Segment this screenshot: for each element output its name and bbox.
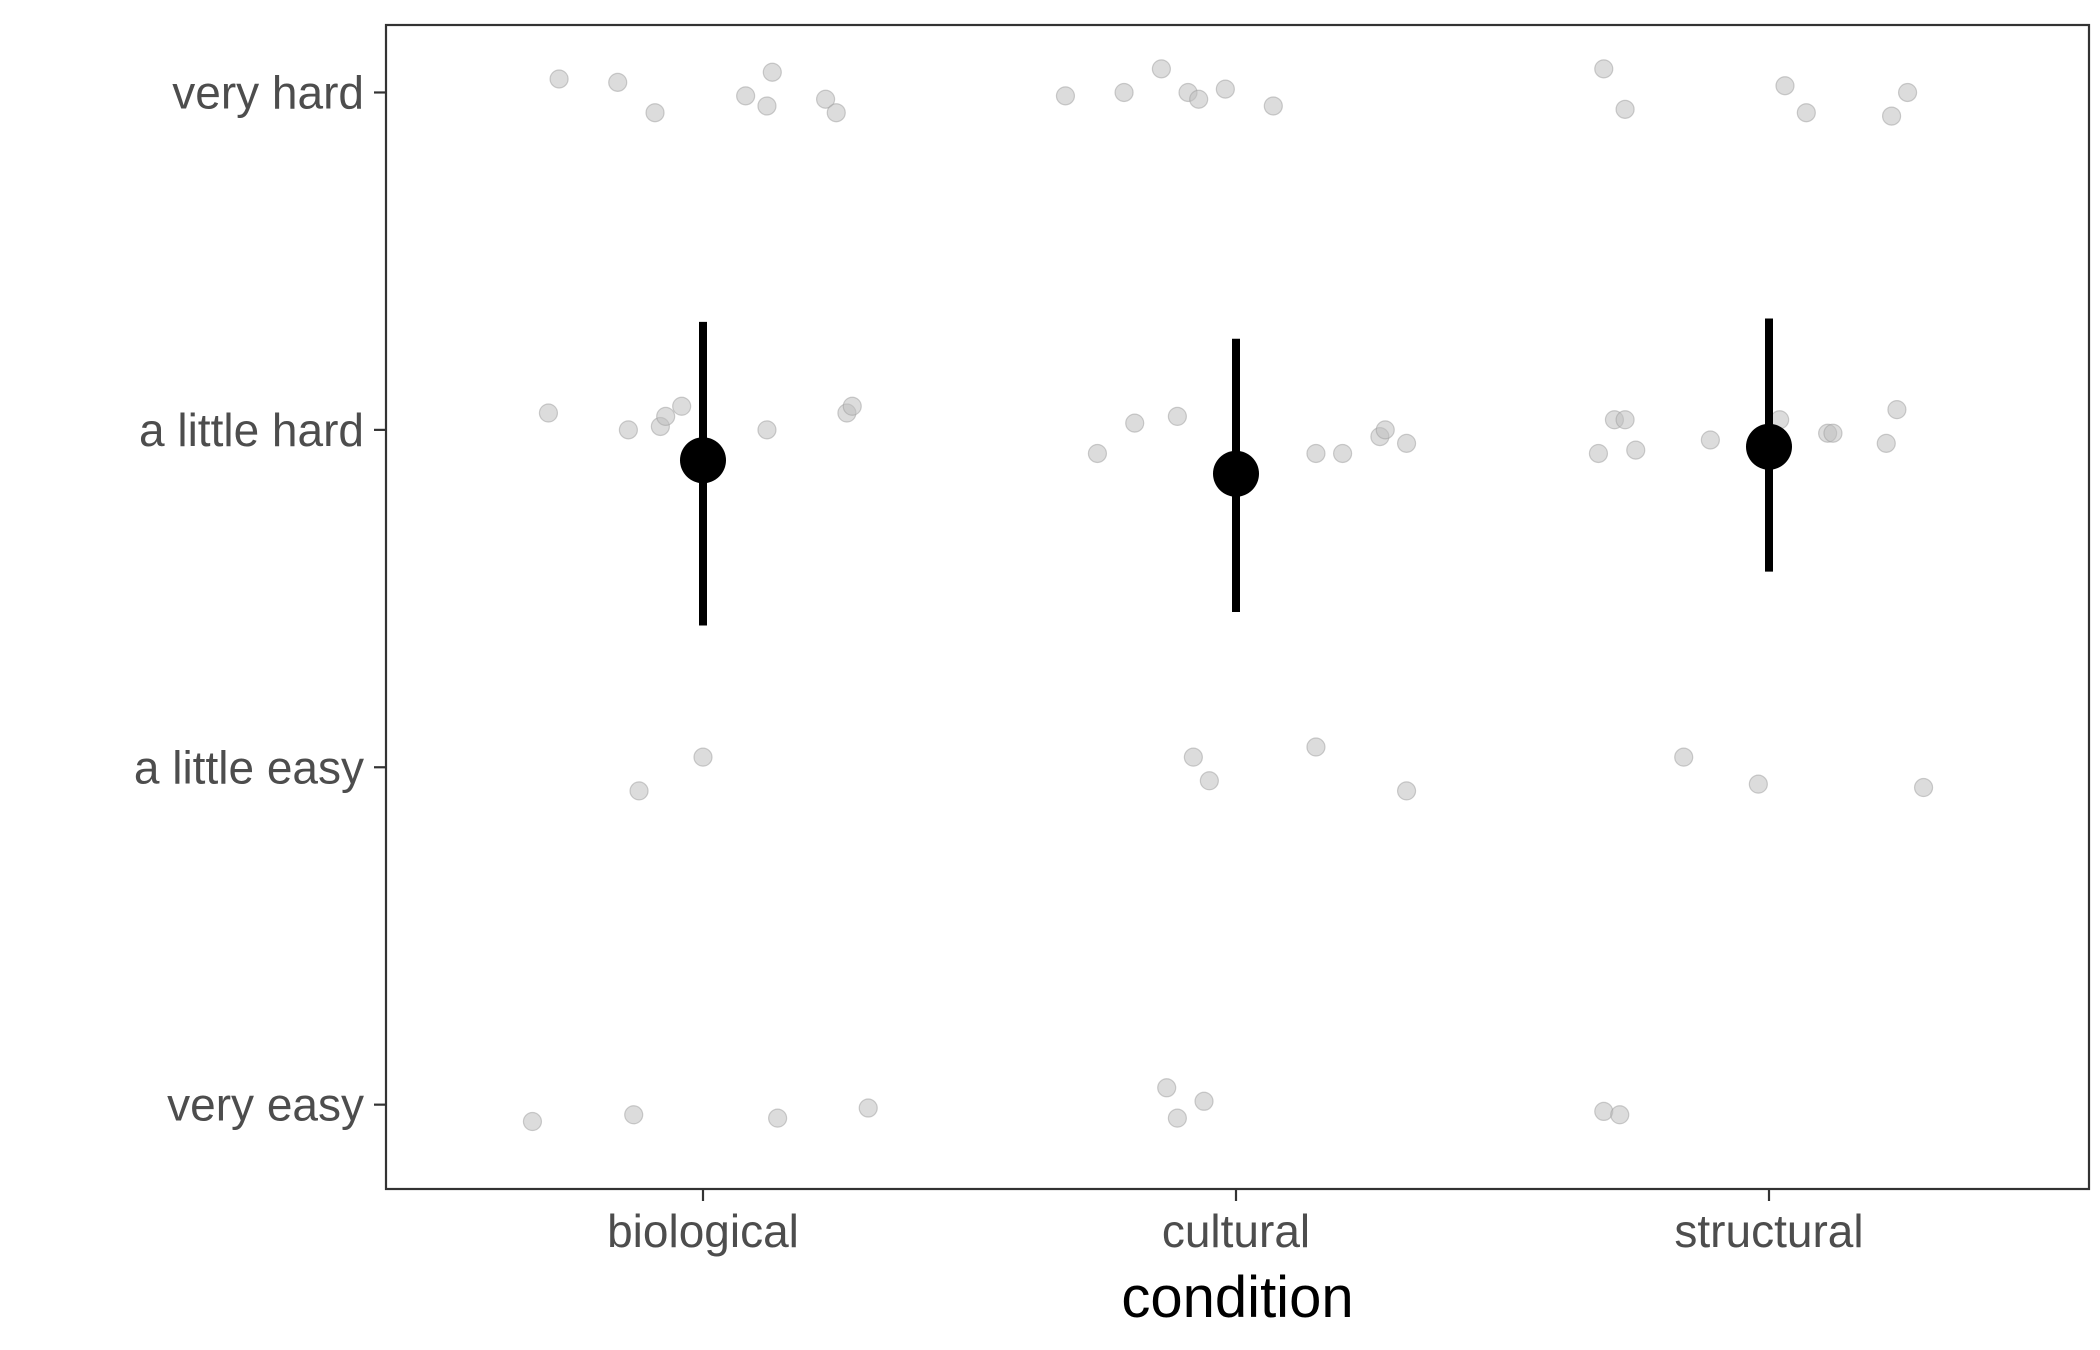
raw-point: [1588, 443, 1609, 464]
raw-point: [1615, 410, 1635, 430]
raw-point: [1396, 433, 1417, 453]
x-tick-label: biological: [607, 1205, 799, 1257]
raw-points: [522, 59, 1934, 1132]
raw-point: [1087, 443, 1108, 464]
raw-point: [1189, 89, 1209, 109]
raw-point: [1263, 96, 1283, 116]
raw-point: [815, 89, 836, 109]
raw-point: [1881, 106, 1902, 126]
raw-point: [629, 781, 649, 801]
raw-point: [1796, 103, 1816, 123]
raw-point: [736, 86, 756, 106]
raw-point: [522, 1111, 543, 1132]
raw-point: [645, 103, 665, 123]
raw-point: [693, 747, 713, 767]
raw-point: [538, 403, 559, 423]
raw-point: [1332, 443, 1353, 464]
raw-point: [1194, 1091, 1214, 1111]
y-axis: very easy a little easy a little hard very …: [134, 66, 386, 1131]
raw-point: [757, 96, 777, 116]
raw-point: [1055, 86, 1076, 106]
raw-point: [1615, 99, 1635, 119]
raw-point: [1775, 76, 1795, 96]
raw-point: [1700, 430, 1720, 450]
mean-point: [680, 437, 726, 484]
raw-point: [826, 103, 846, 123]
raw-point: [1913, 777, 1934, 798]
raw-point: [608, 72, 628, 92]
raw-point: [1626, 440, 1646, 460]
raw-point: [1167, 1108, 1187, 1128]
raw-point: [672, 396, 692, 416]
raw-point: [1114, 82, 1134, 103]
raw-point: [1157, 1078, 1177, 1098]
raw-point: [656, 406, 676, 426]
mean-point: [1746, 423, 1792, 470]
y-tick-label: a little hard: [139, 404, 364, 456]
raw-point: [1375, 420, 1395, 440]
y-tick-label: very easy: [167, 1079, 364, 1131]
raw-point: [1823, 423, 1843, 443]
raw-point: [618, 420, 638, 440]
raw-point: [549, 69, 569, 89]
raw-point: [1876, 433, 1896, 453]
raw-point: [1674, 747, 1694, 767]
x-tick-label: structural: [1674, 1205, 1863, 1257]
y-tick-label: a little easy: [134, 741, 364, 793]
x-axis: biological cultural structural: [607, 1189, 1864, 1257]
raw-point: [1215, 79, 1235, 99]
summary-points: [680, 318, 1792, 626]
raw-point: [1610, 1105, 1630, 1125]
raw-point: [762, 62, 782, 82]
raw-point: [858, 1098, 878, 1118]
raw-point: [1199, 771, 1219, 791]
raw-point: [1594, 1101, 1614, 1122]
raw-point: [1125, 413, 1145, 433]
raw-point: [1748, 774, 1768, 794]
mean-point: [1213, 450, 1259, 497]
raw-point: [1151, 59, 1171, 79]
raw-point: [1897, 82, 1918, 103]
raw-point: [1306, 737, 1326, 757]
raw-point: [1396, 781, 1417, 801]
plot-panel-border: [384, 23, 2091, 1191]
raw-point: [842, 396, 862, 416]
y-tick-label: very hard: [172, 66, 364, 118]
raw-point: [768, 1108, 788, 1128]
raw-point: [1594, 59, 1614, 79]
x-tick-label: cultural: [1162, 1205, 1310, 1257]
raw-point: [1887, 400, 1907, 420]
raw-point: [1183, 747, 1203, 767]
x-axis-title: condition: [1121, 1265, 1353, 1330]
raw-point: [1167, 406, 1187, 426]
raw-point: [1306, 443, 1326, 464]
raw-point: [757, 420, 777, 440]
raw-point: [624, 1105, 644, 1125]
